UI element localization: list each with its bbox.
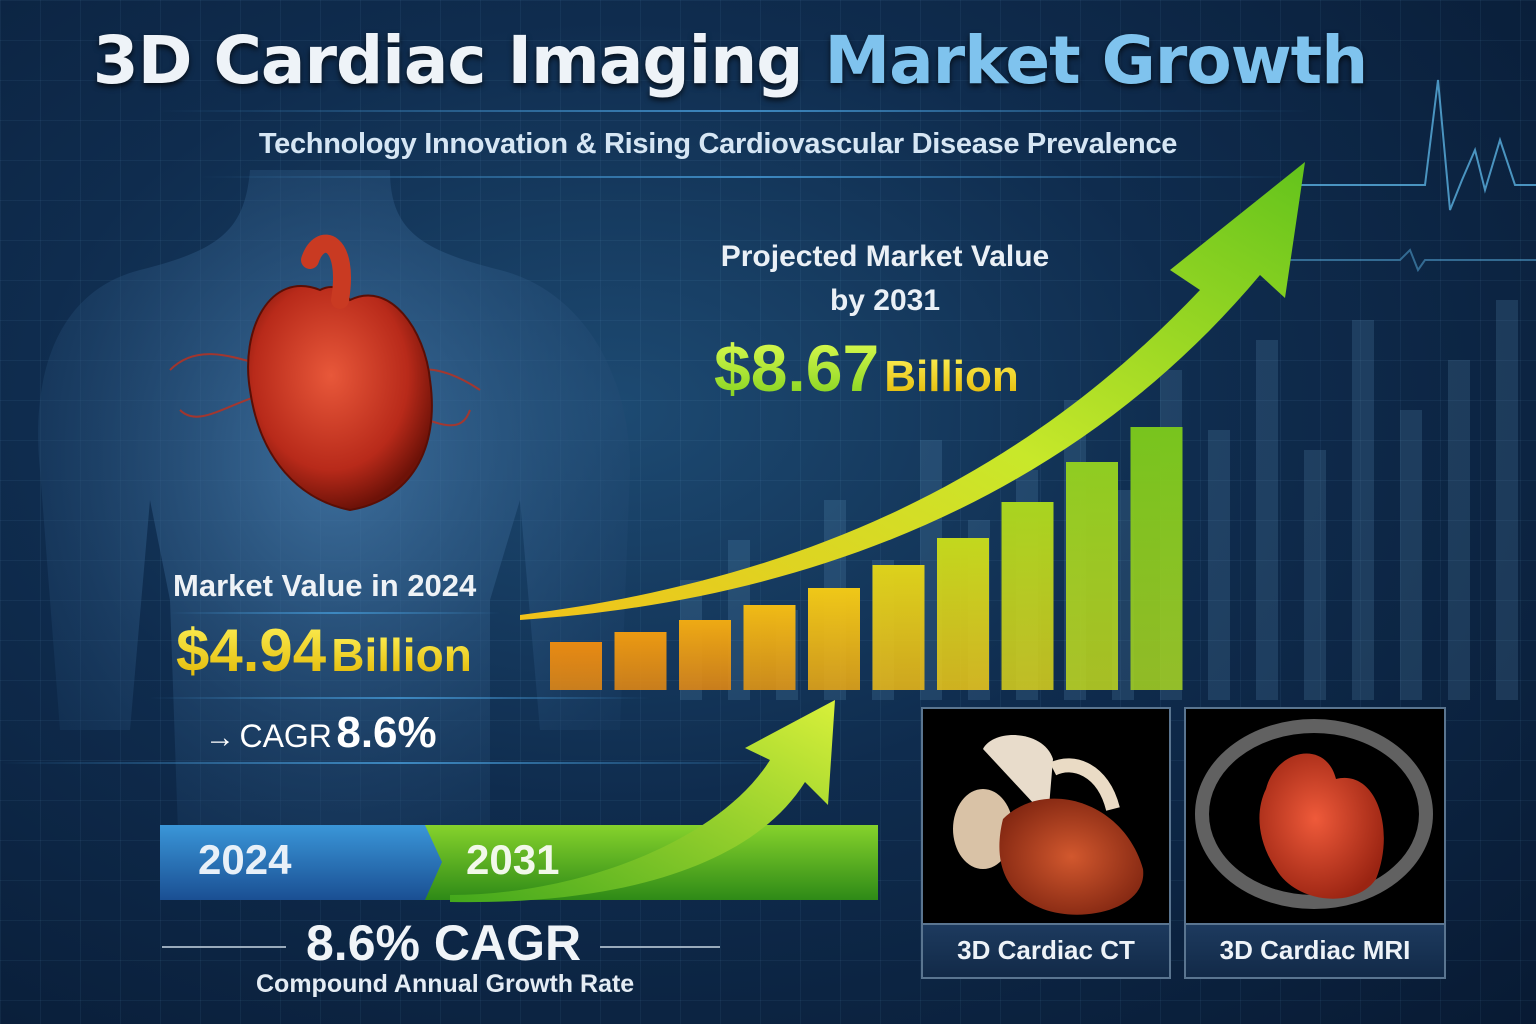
projection-year: by 2031 — [829, 284, 941, 317]
page-subtitle: Technology Innovation & Rising Cardiovas… — [258, 128, 1178, 160]
heart-icon — [247, 285, 433, 512]
current-label: Market Value in 2024 — [173, 568, 477, 603]
timeline-start-year: 2024 — [198, 836, 292, 883]
growth-bar — [550, 642, 602, 690]
torso-illustration — [38, 170, 630, 890]
projection-value: $8.67 Billion — [714, 331, 1019, 405]
divider — [200, 176, 1300, 178]
growth-bar — [679, 620, 731, 690]
timeline-end-year: 2031 — [466, 836, 560, 883]
current-value: $4.94 Billion — [176, 617, 472, 684]
background-bar — [1208, 430, 1230, 700]
timeline-bar — [160, 700, 878, 903]
growth-arrow-icon — [520, 162, 1305, 620]
growth-bar — [808, 588, 860, 690]
divider — [150, 697, 650, 699]
growth-bar — [1066, 462, 1118, 690]
cardiac-ct-card: 3D Cardiac CT — [921, 707, 1171, 979]
background-bar — [1304, 450, 1326, 700]
ecg-line-icon — [1290, 79, 1536, 273]
divider — [600, 946, 720, 948]
background-bar — [1448, 360, 1470, 700]
cagr-summary-value: 8.6% CAGR — [306, 915, 582, 971]
cagr-line: → CAGR 8.6% — [205, 708, 437, 757]
growth-bar — [743, 605, 796, 690]
cagr-summary-caption: Compound Annual Growth Rate — [256, 970, 635, 998]
growth-bar — [872, 565, 925, 690]
growth-bar — [614, 632, 667, 690]
cardiac-mri-card: 3D Cardiac MRI — [1184, 707, 1446, 979]
divider — [160, 110, 1310, 112]
background-bar — [1496, 300, 1518, 700]
page-title: 3D Cardiac Imaging Market Growth — [92, 22, 1368, 99]
card-label: 3D Cardiac CT — [923, 923, 1169, 977]
background-bar — [1352, 320, 1374, 700]
growth-bar — [937, 538, 989, 690]
growth-bar — [1001, 502, 1054, 690]
growth-chart — [520, 162, 1305, 690]
divider — [170, 612, 500, 614]
projection-label: Projected Market Value — [720, 240, 1050, 273]
heart-ct-image-icon — [953, 735, 1144, 915]
background-bar — [1400, 410, 1422, 700]
divider — [0, 762, 800, 764]
background-bar — [1256, 340, 1278, 700]
divider — [162, 946, 286, 948]
arrow-right-icon: → — [205, 721, 235, 754]
timeline-arrow-icon — [450, 700, 835, 903]
card-label: 3D Cardiac MRI — [1186, 923, 1444, 977]
heart-mri-image-icon — [1195, 719, 1433, 909]
growth-bar — [1130, 427, 1183, 690]
